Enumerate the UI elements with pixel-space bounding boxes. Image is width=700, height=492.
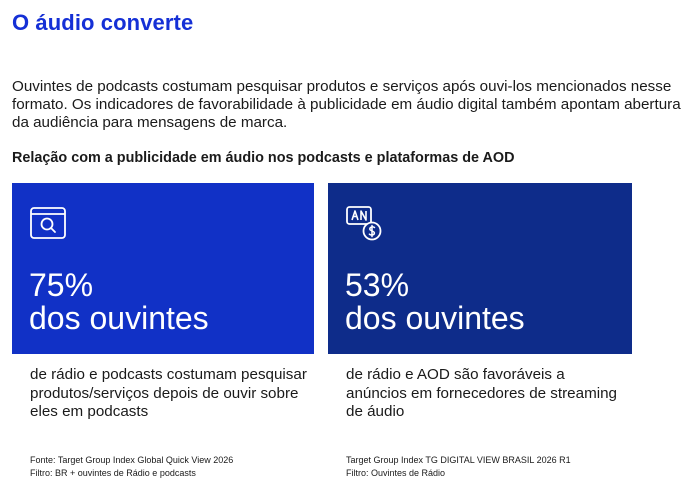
stat-card-search: 75% dos ouvintes xyxy=(12,183,314,354)
source-note: Target Group Index TG DIGITAL VIEW BRASI… xyxy=(346,454,571,480)
stat-card-ads: 53% dos ouvintes xyxy=(328,183,632,354)
section-heading: Relação com a publicidade em áudio nos p… xyxy=(12,150,515,166)
stat-percent: 53% xyxy=(345,267,410,303)
stat-percent: 75% xyxy=(29,267,94,303)
stat-description: de rádio e AOD são favoráveis a anúncios… xyxy=(346,366,617,420)
search-window-icon xyxy=(30,207,66,239)
source-note: Fonte: Target Group Index Global Quick V… xyxy=(30,454,233,480)
stat-audience: dos ouvintes xyxy=(29,300,209,336)
source-text: Target Group Index TG DIGITAL VIEW BRASI… xyxy=(346,455,571,465)
stat-description: de rádio e podcasts costumam pesquisar p… xyxy=(30,366,307,420)
stat-audience: dos ouvintes xyxy=(345,300,525,336)
source-text: Fonte: Target Group Index Global Quick V… xyxy=(30,455,234,465)
filter-text: Filtro: BR + ouvintes de Rádio e podcast… xyxy=(30,468,196,478)
ad-money-icon xyxy=(346,206,382,241)
intro-paragraph: Ouvintes de podcasts costumam pesquisar … xyxy=(12,78,681,131)
filter-text: Filtro: Ouvintes de Rádio xyxy=(346,468,446,478)
page-title: O áudio converte xyxy=(12,10,194,35)
